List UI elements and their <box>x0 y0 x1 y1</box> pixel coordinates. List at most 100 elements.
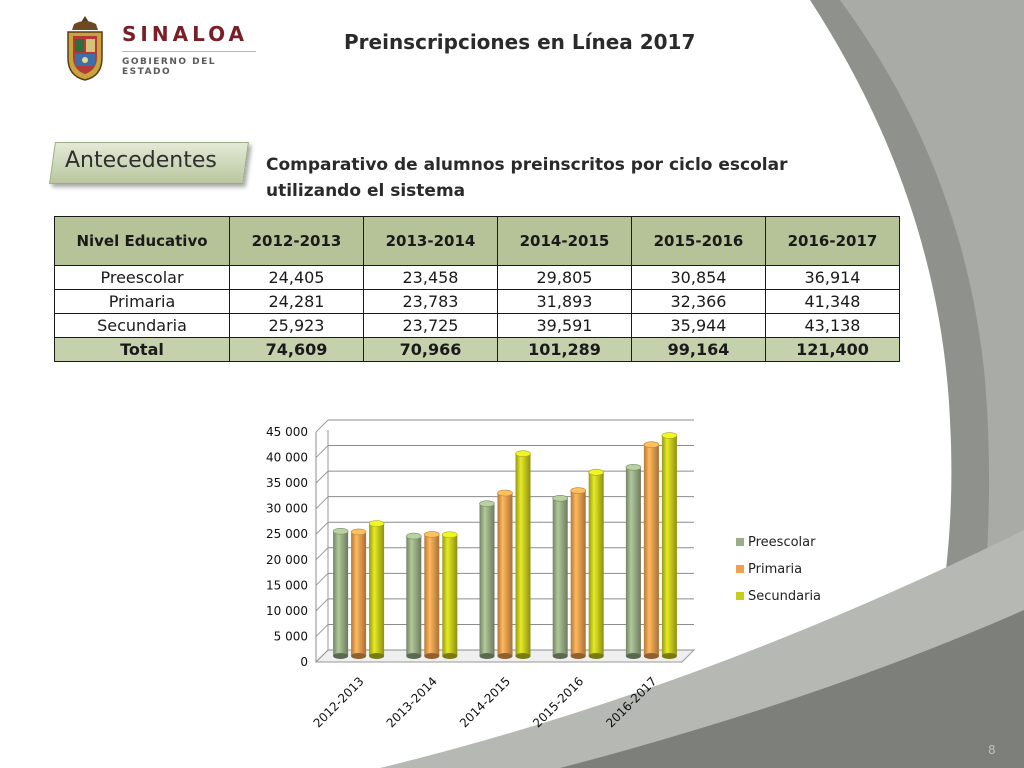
bar-base <box>424 653 440 659</box>
y-tick-label: 25 000 <box>266 527 308 541</box>
table-cell: 41,348 <box>765 289 900 314</box>
table-cell: 24,281 <box>229 289 364 314</box>
bar-base <box>479 653 495 659</box>
total-cell: 101,289 <box>497 337 632 362</box>
bar-top <box>332 527 349 535</box>
gridline-side <box>315 572 329 586</box>
table-cell: 43,138 <box>765 313 900 338</box>
table-cell: 36,914 <box>765 265 900 290</box>
page-title: Preinscripciones en Línea 2017 <box>344 30 696 54</box>
y-tick-label: 40 000 <box>266 451 308 465</box>
brand-divider <box>122 51 256 52</box>
total-label: Total <box>54 337 230 362</box>
bar-preescolar <box>479 503 495 656</box>
bar-secundaria <box>442 534 458 656</box>
gridline-side <box>315 598 329 612</box>
column-header: 2016-2017 <box>765 216 900 266</box>
table-total-row: Total 74,609 70,966 101,289 99,164 121,4… <box>54 337 900 362</box>
table-row: Primaria 24,281 23,783 31,893 32,366 41,… <box>54 289 900 314</box>
gridline-side <box>315 419 329 433</box>
total-cell: 70,966 <box>363 337 498 362</box>
table-cell: 31,893 <box>497 289 632 314</box>
y-tick-label: 15 000 <box>266 578 308 592</box>
table-cell: 23,725 <box>363 313 498 338</box>
y-tick-label: 0 <box>300 655 308 669</box>
legend-label: Primaria <box>748 562 802 577</box>
bar-top <box>368 520 385 527</box>
table-cell: 24,405 <box>229 265 364 290</box>
bar-primaria <box>351 531 367 656</box>
column-header: Nivel Educativo <box>54 216 230 266</box>
table-cell: 32,366 <box>631 289 766 314</box>
table-cell: 30,854 <box>631 265 766 290</box>
legend-swatch <box>736 592 744 600</box>
bar-top <box>661 432 678 439</box>
bar-top <box>497 489 513 497</box>
bar-base <box>515 653 531 659</box>
bar-top <box>588 468 605 476</box>
bar-top <box>350 528 367 536</box>
bar-top <box>552 495 569 502</box>
bar-secundaria <box>588 472 604 656</box>
bar-top <box>479 500 495 507</box>
bar-secundaria <box>369 523 385 656</box>
table-cell: 23,783 <box>363 289 498 314</box>
legend-swatch <box>736 538 744 546</box>
column-header: 2015-2016 <box>631 216 766 266</box>
x-tick-label: 2015-2016 <box>530 674 586 730</box>
section-tag-label: Antecedentes <box>65 148 217 173</box>
table-row: Preescolar 24,405 23,458 29,805 30,854 3… <box>54 265 900 290</box>
y-tick-label: 20 000 <box>266 553 308 567</box>
bar-top <box>515 450 531 457</box>
legend-label: Secundaria <box>748 589 821 604</box>
table-cell: 29,805 <box>497 265 632 290</box>
total-cell: 74,609 <box>229 337 364 362</box>
row-label: Primaria <box>54 289 230 314</box>
gridline-side <box>315 649 329 663</box>
bar-base <box>625 653 641 659</box>
bar-preescolar <box>552 498 568 656</box>
y-tick-label: 35 000 <box>266 476 308 490</box>
table-header-row: Nivel Educativo 2012-2013 2013-2014 2014… <box>54 216 900 266</box>
bar-base <box>570 653 586 659</box>
total-cell: 121,400 <box>765 337 900 362</box>
column-header: 2014-2015 <box>497 216 632 266</box>
bar-base <box>497 653 513 659</box>
x-tick-label: 2012-2013 <box>311 674 367 730</box>
column-header: 2012-2013 <box>229 216 364 266</box>
table-cell: 25,923 <box>229 313 364 338</box>
bar-base <box>351 653 367 659</box>
column-header: 2013-2014 <box>363 216 498 266</box>
x-tick-label: 2014-2015 <box>457 674 513 730</box>
x-tick-label: 2016-2017 <box>603 674 659 730</box>
bar-secundaria <box>661 435 677 656</box>
bar-base <box>406 653 422 659</box>
brand-subtitle: GOBIERNO DEL ESTADO <box>122 57 216 77</box>
bar-top <box>424 531 440 538</box>
gridline-side <box>315 624 329 637</box>
subtitle-line-2: utilizando el sistema <box>266 181 466 201</box>
bar-primaria <box>424 534 440 656</box>
gridline-side <box>315 470 329 484</box>
bar-base <box>369 653 385 659</box>
bar-primaria <box>570 490 586 656</box>
table-cell: 39,591 <box>497 313 632 338</box>
gridline-side <box>315 547 329 561</box>
enrollment-table: Nivel Educativo 2012-2013 2013-2014 2014… <box>54 216 900 362</box>
bar-preescolar <box>333 531 349 656</box>
table-cell: 35,944 <box>631 313 766 338</box>
bar-base <box>643 653 659 659</box>
bar-base <box>661 653 677 659</box>
legend-label: Preescolar <box>748 535 816 550</box>
row-label: Secundaria <box>54 313 230 338</box>
x-tick-label: 2013-2014 <box>384 674 440 730</box>
section-subtitle: Comparativo de alumnos preinscritos por … <box>266 152 866 204</box>
table-cell: 23,458 <box>363 265 498 290</box>
bar-top <box>643 441 660 448</box>
table-row: Secundaria 25,923 23,725 39,591 35,944 4… <box>54 313 900 338</box>
page-number: 8 <box>988 743 996 757</box>
bar-primaria <box>643 444 659 656</box>
subtitle-line-1: Comparativo de alumnos preinscritos por … <box>266 155 788 175</box>
gridline-side <box>315 445 329 458</box>
